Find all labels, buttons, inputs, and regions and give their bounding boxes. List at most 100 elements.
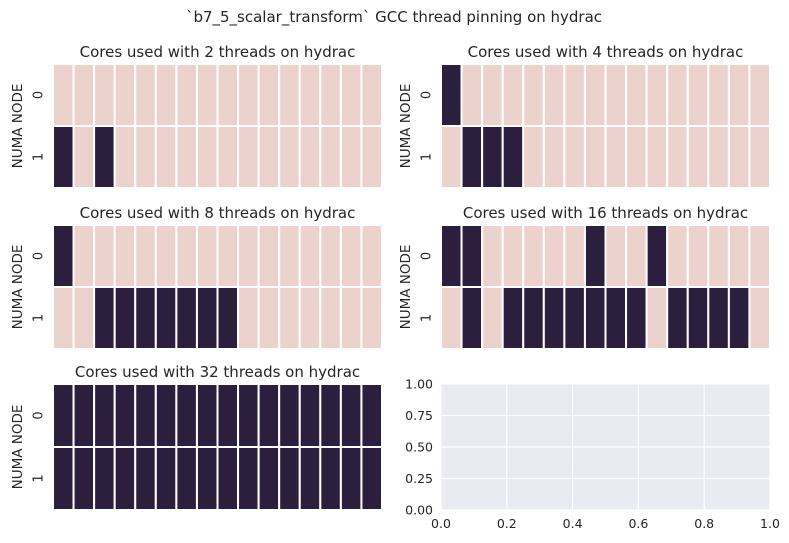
y-tick-label-1: 0.25 [405,471,433,486]
heatmap-cell-2-r0-c15 [748,63,771,127]
heatmap-cell-4-r1-c12 [686,286,710,350]
heatmap-cell-1-r0-c3 [113,63,137,127]
heatmap-cell-4-r1-c15 [748,286,771,350]
y-tick-label-3: 0.75 [405,408,433,423]
heatmap-cell-3-r0-c6 [175,224,198,288]
heatmap-cell-4-r0-c11 [666,224,689,288]
heatmap-cell-4-r1-c11 [666,286,689,350]
heatmap-cell-2-r0-c1 [460,63,484,127]
heatmap-cell-1-r0-c11 [278,63,301,127]
heatmap-cell-3-r0-c2 [93,224,116,288]
heatmap-cell-5-r1-c12 [298,446,322,511]
heatmap-cell-1-r1-c15 [360,125,383,189]
heatmap-cell-2-r1-c5 [542,125,566,189]
heatmap-cell-2-r0-c4 [522,63,545,127]
heatmap-cell-3-r0-c12 [298,224,322,288]
heatmap-cell-1-r1-c0 [52,125,75,189]
heatmap-cell-4-r1-c1 [460,286,484,350]
heatmap-cell-1-r0-c1 [72,63,96,127]
subplot-4-ylabel: NUMA NODE [398,245,414,330]
subplot-1-title: Cores used with 2 threads on hydrac [80,43,356,61]
row-tick-label-5-1: 1 [32,474,47,482]
heatmap-cell-5-r0-c13 [319,383,342,448]
heatmap-cell-3-r0-c10 [257,224,281,288]
heatmap-cell-3-r1-c8 [216,286,240,350]
heatmap-cell-3-r0-c9 [237,224,260,288]
heatmap-cell-3-r0-c13 [319,224,342,288]
heatmap-cell-1-r0-c8 [216,63,240,127]
heatmap-cell-4-r0-c1 [460,224,484,288]
heatmap-cell-4-r1-c2 [481,286,504,350]
heatmap-cell-4-r0-c15 [748,224,771,288]
heatmap-cell-5-r0-c8 [216,383,240,448]
heatmap-cell-1-r0-c4 [134,63,157,127]
heatmap-cell-5-r0-c5 [154,383,178,448]
heatmap-cell-1-r0-c6 [175,63,198,127]
heatmap-cell-1-r1-c9 [237,125,260,189]
heatmap-cell-2-r1-c0 [440,125,463,189]
subplot-1: Cores used with 2 threads on hydrac 0 1 NUM… [10,43,383,189]
x-tick-label-0: 0.0 [431,516,451,531]
heatmap-cell-3-r1-c11 [278,286,301,350]
heatmap-cell-2-r1-c3 [501,125,525,189]
heatmap-cell-2-r0-c0 [440,63,463,127]
heatmap-cell-5-r0-c9 [237,383,260,448]
heatmap-cell-2-r0-c6 [563,63,586,127]
heatmap-cell-5-r0-c14 [339,383,363,448]
heatmap-cell-4-r0-c5 [542,224,566,288]
row-tick-label-2-1: 1 [420,153,435,161]
heatmap-cell-1-r1-c6 [175,125,198,189]
heatmap-cell-2-r0-c3 [501,63,525,127]
heatmap-cell-3-r1-c15 [360,286,383,350]
heatmap-cell-3-r1-c2 [93,286,116,350]
heatmap-cell-5-r0-c4 [134,383,157,448]
heatmap-cell-4-r1-c8 [604,286,628,350]
heatmap-cell-1-r0-c15 [360,63,383,127]
subplot-4-title: Cores used with 16 threads on hydrac [463,204,748,222]
heatmap-cell-2-r1-c15 [748,125,771,189]
heatmap-cell-1-r1-c1 [72,125,96,189]
heatmap-cell-5-r1-c15 [360,446,383,511]
heatmap-cell-1-r1-c10 [257,125,281,189]
subplot-2: Cores used with 4 threads on hydrac 0 1 NUM… [398,43,771,189]
subplot-2-title: Cores used with 4 threads on hydrac [468,43,744,61]
row-tick-label-4-1: 1 [420,314,435,322]
subplot-3-ylabel: NUMA NODE [10,245,26,330]
subplot-3: Cores used with 8 threads on hydrac 0 1 NUM… [10,204,383,350]
heatmap-cell-1-r0-c12 [298,63,322,127]
subplot-5-title: Cores used with 32 threads on hydrac [75,363,360,381]
heatmap-cell-1-r1-c2 [93,125,116,189]
heatmap-cell-3-r1-c7 [195,286,219,350]
heatmap-cell-2-r0-c9 [625,63,648,127]
heatmap-cell-2-r1-c13 [707,125,730,189]
heatmap-cell-4-r1-c9 [625,286,648,350]
heatmap-cell-4-r0-c8 [604,224,628,288]
heatmap-cell-1-r1-c13 [319,125,342,189]
heatmap-cell-5-r1-c3 [113,446,137,511]
heatmap-cell-3-r0-c0 [52,224,75,288]
heatmap-cell-4-r0-c7 [583,224,607,288]
row-tick-label-3-0: 0 [32,252,47,260]
heatmap-cell-4-r1-c14 [727,286,751,350]
heatmap-cell-4-r1-c3 [501,286,525,350]
heatmap-cell-1-r0-c7 [195,63,219,127]
heatmap-cell-3-r1-c0 [52,286,75,350]
subplot-2-ylabel: NUMA NODE [398,84,414,169]
row-tick-label-3-1: 1 [32,314,47,322]
x-tick-label-3: 0.6 [628,516,648,531]
heatmap-cell-5-r1-c7 [195,446,219,511]
heatmap-cell-3-r0-c15 [360,224,383,288]
heatmap-cell-1-r1-c14 [339,125,363,189]
heatmap-cell-1-r1-c4 [134,125,157,189]
heatmap-cell-4-r1-c13 [707,286,730,350]
heatmap-cell-4-r0-c4 [522,224,545,288]
heatmap-cell-2-r0-c10 [645,63,669,127]
heatmap-cell-5-r1-c0 [52,446,75,511]
subplot-4: Cores used with 16 threads on hydrac 0 1 NU… [398,204,771,350]
heatmap-cell-2-r1-c4 [522,125,545,189]
heatmap-cell-5-r1-c13 [319,446,342,511]
y-tick-label-2: 0.50 [405,440,433,455]
heatmap-cell-5-r0-c2 [93,383,116,448]
heatmap-cell-5-r0-c3 [113,383,137,448]
